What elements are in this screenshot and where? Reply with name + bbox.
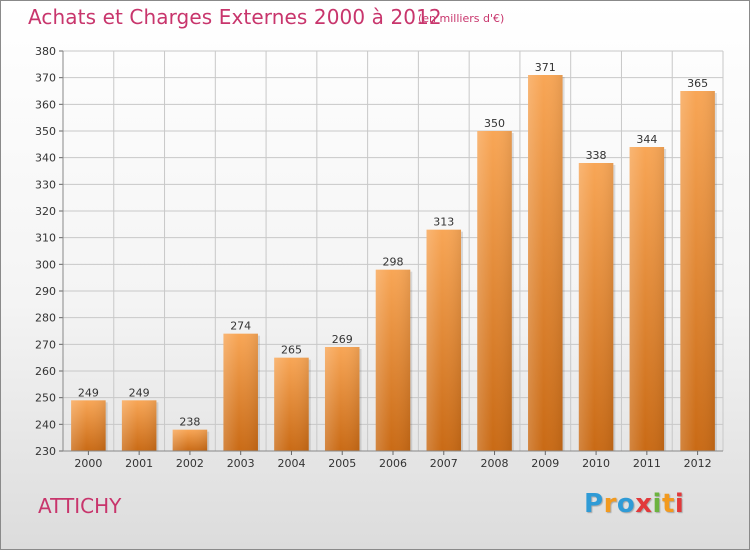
y-tick-label: 330 [35, 178, 56, 191]
bar-highlight [71, 400, 106, 451]
chart-title: Achats et Charges Externes 2000 à 2012 [28, 5, 442, 29]
data-label: 238 [179, 416, 200, 429]
data-label: 298 [383, 256, 404, 269]
data-label: 249 [129, 386, 150, 399]
y-tick-label: 300 [35, 258, 56, 271]
data-label: 265 [281, 344, 302, 357]
bar-highlight [324, 347, 360, 451]
data-label: 249 [78, 386, 99, 399]
x-tick-label: 2002 [176, 457, 204, 470]
x-tick-label: 2001 [125, 457, 153, 470]
bar-highlight [528, 75, 563, 451]
y-tick-label: 350 [35, 125, 56, 138]
bar-highlight [578, 163, 614, 451]
x-tick-label: 2009 [531, 457, 559, 470]
y-tick-label: 310 [35, 232, 56, 245]
y-tick-label: 380 [35, 45, 56, 58]
y-tick-label: 370 [35, 72, 56, 85]
bar-highlight [172, 429, 208, 451]
y-tick-label: 230 [35, 445, 56, 458]
y-tick-label: 340 [35, 152, 56, 165]
y-tick-label: 250 [35, 392, 56, 405]
data-label: 371 [535, 61, 556, 74]
y-tick-label: 240 [35, 418, 56, 431]
bar-highlight [121, 400, 157, 451]
y-tick-label: 290 [35, 285, 56, 298]
data-label: 313 [433, 216, 454, 229]
y-tick-label: 360 [35, 98, 56, 111]
x-tick-label: 2000 [74, 457, 102, 470]
data-label: 269 [332, 333, 353, 346]
bar-highlight [426, 229, 462, 451]
bar-highlight [274, 357, 309, 451]
bar-highlight [223, 333, 258, 451]
data-label: 350 [484, 117, 505, 130]
y-tick-label: 280 [35, 312, 56, 325]
bar-highlight [477, 131, 512, 451]
data-label: 344 [636, 133, 657, 146]
x-tick-label: 2005 [328, 457, 356, 470]
y-tick-label: 270 [35, 338, 56, 351]
x-tick-label: 2010 [582, 457, 610, 470]
bar-highlight [629, 147, 665, 451]
commune-name: ATTICHY [38, 494, 122, 518]
y-tick-label: 320 [35, 205, 56, 218]
bar-highlight [680, 91, 715, 451]
chart-unit-label: (en milliers d'€) [418, 12, 505, 25]
x-tick-label: 2006 [379, 457, 407, 470]
proxiti-logo[interactable]: Proxiti [584, 489, 685, 519]
y-tick-label: 260 [35, 365, 56, 378]
x-tick-label: 2004 [277, 457, 305, 470]
x-tick-label: 2011 [633, 457, 661, 470]
data-label: 274 [230, 320, 251, 333]
x-tick-label: 2007 [430, 457, 458, 470]
bar-highlight [375, 269, 411, 451]
data-label: 365 [687, 77, 708, 90]
data-label: 338 [586, 149, 607, 162]
x-tick-label: 2003 [227, 457, 255, 470]
x-tick-label: 2008 [481, 457, 509, 470]
x-tick-label: 2012 [684, 457, 712, 470]
